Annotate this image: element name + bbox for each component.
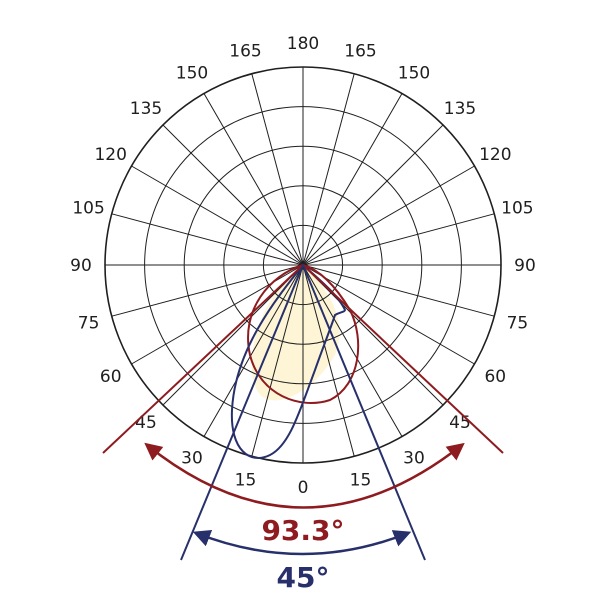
narrow-beam-left-line — [180, 264, 304, 561]
polar-spoke — [302, 264, 475, 365]
narrow-beam-right-line — [302, 264, 426, 561]
polar-spoke — [162, 124, 304, 266]
angle-tick-label: 90 — [514, 256, 536, 276]
angle-tick-label: 15 — [350, 470, 372, 490]
angle-tick-label: 105 — [72, 199, 104, 219]
angle-tick-label: 120 — [479, 145, 511, 165]
angle-tick-label: 150 — [398, 64, 430, 84]
polar-spoke — [111, 213, 304, 266]
polar-spoke — [302, 124, 444, 266]
polar-spoke — [251, 73, 304, 266]
polar-spoke — [131, 165, 304, 266]
polar-spoke — [302, 165, 475, 266]
angle-tick-label: 60 — [100, 367, 122, 387]
polar-spoke — [302, 73, 355, 266]
polar-spoke — [251, 264, 304, 457]
angle-tick-label: 150 — [176, 64, 208, 84]
angle-tick-label: 105 — [501, 199, 533, 219]
angle-tick-label: 60 — [484, 367, 506, 387]
narrow-beam-angle-label: 45° — [277, 561, 330, 594]
angle-tick-label: 75 — [78, 314, 100, 334]
polar-spoke — [203, 264, 304, 437]
polar-spoke — [302, 264, 403, 437]
polar-spoke — [302, 264, 495, 317]
angle-tick-label: 45 — [135, 413, 157, 433]
polar-spoke — [302, 93, 403, 266]
angle-tick-label: 30 — [403, 448, 425, 468]
angle-tick-label: 30 — [181, 448, 203, 468]
polar-spoke — [302, 213, 495, 266]
angle-tick-label: 75 — [507, 314, 529, 334]
angle-tick-label: 165 — [344, 42, 376, 62]
wide-beam-right-line — [302, 264, 504, 454]
polar-spoke — [302, 264, 444, 406]
angle-tick-label: 0 — [298, 478, 309, 498]
wide-beam-curve — [247, 263, 360, 404]
wide-beam-arc-arrow — [144, 442, 465, 509]
angle-tick-label: 45 — [449, 413, 471, 433]
polar-spoke — [162, 264, 304, 406]
angle-tick-label: 90 — [70, 256, 92, 276]
narrow-beam-curve — [230, 263, 347, 459]
angle-tick-label: 120 — [94, 145, 126, 165]
angle-tick-label: 135 — [444, 99, 476, 119]
wide-beam-angle-label: 93.3° — [261, 514, 344, 547]
narrow-beam-arc-arrow — [192, 529, 412, 556]
polar-spoke — [302, 264, 355, 457]
polar-spoke — [203, 93, 304, 266]
angle-tick-label: 165 — [229, 42, 261, 62]
angle-tick-label: 180 — [287, 34, 319, 54]
polar-spoke — [111, 264, 304, 317]
polar-grid — [104, 66, 502, 464]
angle-tick-label: 135 — [130, 99, 162, 119]
angle-tick-label: 15 — [235, 470, 257, 490]
wide-beam-left-line — [102, 264, 304, 454]
